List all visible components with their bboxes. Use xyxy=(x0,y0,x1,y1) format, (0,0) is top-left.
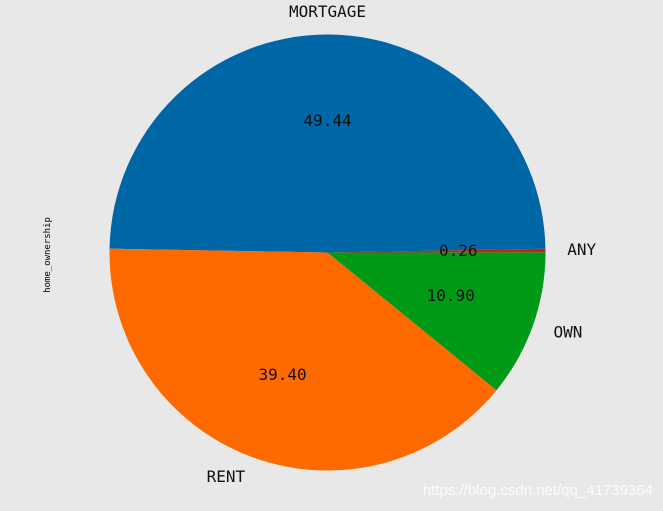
pie-slice-own xyxy=(327,252,546,391)
pie-slice-rent xyxy=(109,248,497,471)
slice-label-mortgage: MORTGAGE xyxy=(289,2,366,21)
slice-label-own: OWN xyxy=(553,322,582,341)
pie-slice-any xyxy=(327,248,546,253)
pie-slice-mortgage xyxy=(109,34,546,253)
slice-label-any: ANY xyxy=(567,240,596,259)
slice-value-mortgage: 49.44 xyxy=(303,111,351,130)
slice-value-rent: 39.40 xyxy=(258,365,306,384)
y-axis-label: home_ownership xyxy=(43,217,53,293)
slice-label-rent: RENT xyxy=(207,467,246,486)
slice-value-any: 0.26 xyxy=(439,241,478,260)
watermark: https://blog.csdn.net/qq_41739364 xyxy=(422,482,653,499)
slice-value-own: 10.90 xyxy=(427,286,475,305)
